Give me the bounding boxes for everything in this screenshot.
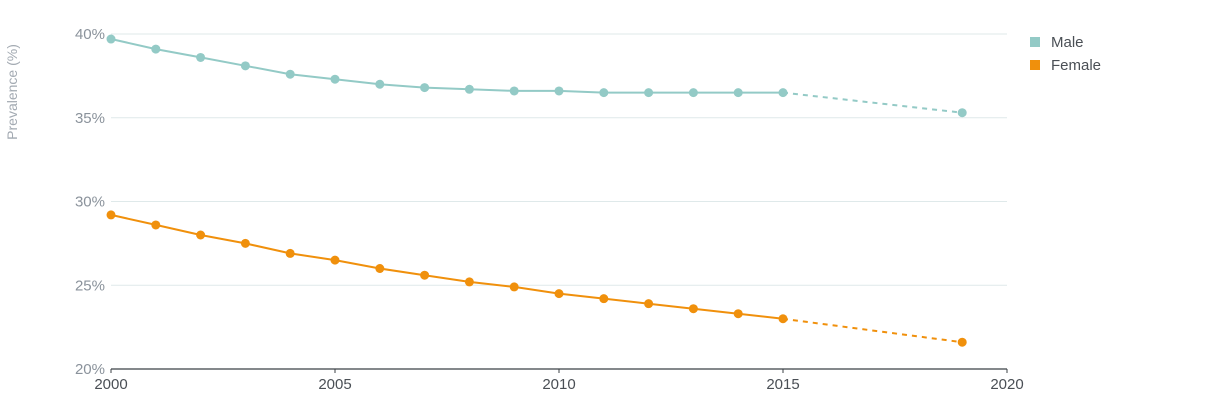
- x-tick-label: 2020: [990, 376, 1023, 393]
- female-data-point: [106, 210, 116, 220]
- female-data-point: [151, 220, 161, 230]
- y-tick-label: 25%: [75, 277, 105, 294]
- female-data-point: [509, 282, 519, 292]
- male-data-point: [644, 88, 654, 98]
- female-data-point: [599, 294, 609, 304]
- male-projection-line: [782, 91, 963, 114]
- y-tick-label: 40%: [75, 26, 105, 43]
- female-data-point: [778, 314, 788, 324]
- female-projection-line: [782, 317, 963, 344]
- male-data-point: [285, 69, 295, 79]
- male-data-point: [330, 74, 340, 84]
- female-data-point: [375, 264, 385, 273]
- legend-label-female: Female: [1051, 57, 1101, 74]
- x-tick-label: 2010: [542, 376, 575, 393]
- female-data-point: [554, 289, 564, 299]
- male-data-point: [151, 44, 161, 54]
- male-data-point: [509, 86, 519, 96]
- female-data-point: [464, 277, 474, 287]
- legend-label-male: Male: [1051, 34, 1084, 51]
- female-data-point: [240, 238, 250, 248]
- female-data-point: [644, 299, 654, 309]
- male-data-point: [420, 83, 430, 93]
- female-data-point: [330, 255, 340, 265]
- female-data-point: [733, 309, 743, 319]
- male-data-point: [106, 34, 116, 44]
- female-data-point: [285, 248, 295, 258]
- y-tick-label: 35%: [75, 110, 105, 127]
- x-tick-label: 2015: [766, 376, 799, 393]
- x-tick-label: 2005: [318, 376, 351, 393]
- female-data-point: [420, 270, 430, 280]
- female-projection-point: [957, 337, 967, 347]
- legend-swatch-female: [1030, 60, 1040, 70]
- male-data-point: [464, 84, 474, 94]
- male-data-point: [196, 52, 206, 62]
- y-tick-label: 20%: [75, 361, 105, 378]
- male-data-point: [240, 61, 250, 71]
- male-data-point: [375, 79, 385, 89]
- male-data-point: [599, 88, 609, 98]
- male-data-point: [688, 88, 698, 98]
- male-data-point: [778, 88, 788, 98]
- female-data-point: [688, 304, 698, 314]
- x-tick-label: 2000: [94, 376, 127, 393]
- legend-swatch-male: [1030, 37, 1040, 47]
- y-tick-label: 30%: [75, 194, 105, 211]
- male-projection-point: [957, 108, 967, 118]
- male-data-point: [554, 86, 564, 96]
- male-series-line: [110, 38, 783, 94]
- male-data-point: [733, 88, 743, 98]
- female-data-point: [196, 230, 206, 240]
- female-series-line: [110, 213, 784, 320]
- y-axis-label: Prevalence (%): [4, 44, 20, 140]
